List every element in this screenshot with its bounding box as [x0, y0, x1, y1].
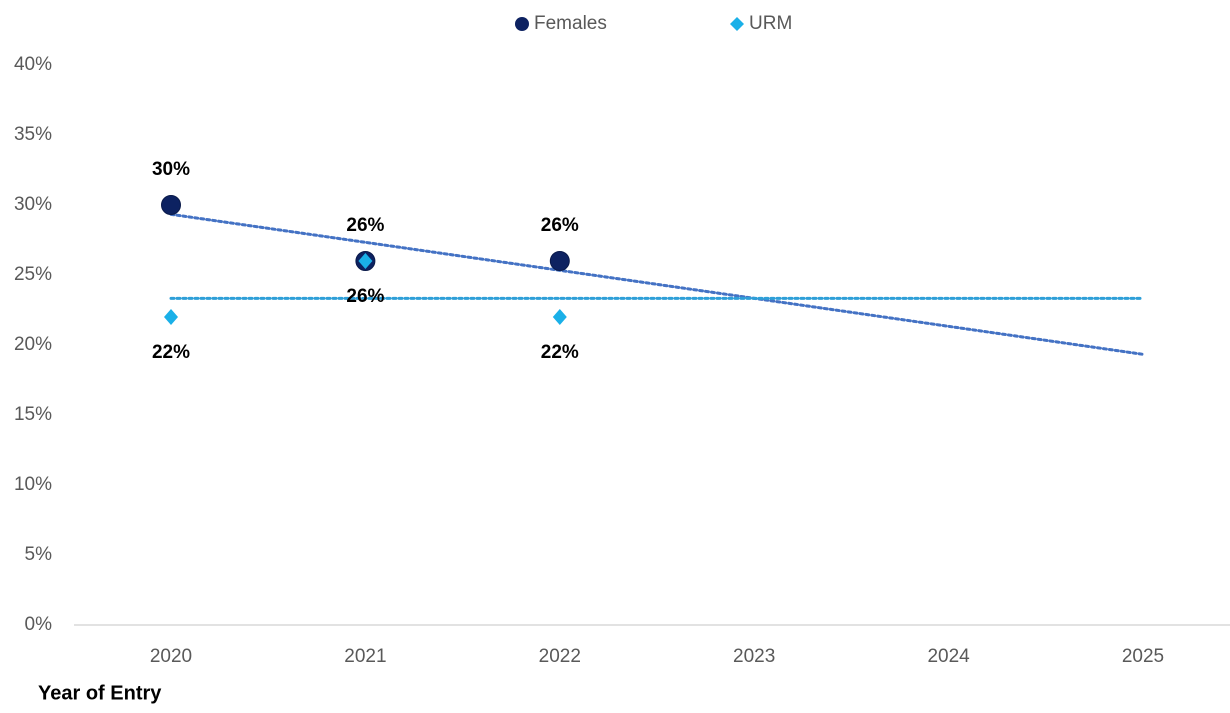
legend-label: Females — [534, 13, 607, 34]
legend-marker — [730, 17, 744, 31]
legend-label: URM — [749, 13, 792, 34]
x-axis-title: Year of Entry — [38, 682, 162, 704]
point — [164, 309, 178, 325]
x-tick-label: 2021 — [344, 646, 386, 667]
x-tick-label: 2023 — [733, 646, 775, 667]
legend-marker — [515, 17, 529, 31]
y-tick-label: 30% — [14, 194, 52, 215]
x-tick-label: 2020 — [150, 646, 192, 667]
data-label: 22% — [152, 342, 190, 363]
data-label: 22% — [541, 342, 579, 363]
y-tick-label: 35% — [14, 124, 52, 145]
x-tick-label: 2025 — [1122, 646, 1164, 667]
point — [552, 309, 567, 325]
data-label: 26% — [541, 215, 579, 236]
x-tick-label: 2024 — [927, 646, 970, 667]
y-tick-label: 15% — [14, 404, 52, 425]
y-tick-label: 5% — [25, 544, 53, 565]
y-tick-label: 40% — [14, 54, 52, 75]
y-tick-label: 10% — [14, 474, 52, 495]
y-tick-label: 20% — [14, 334, 52, 355]
trendline — [169, 212, 1145, 356]
data-label: 30% — [152, 159, 190, 180]
point — [358, 253, 373, 269]
data-label: 26% — [346, 286, 384, 307]
y-tick-label: 25% — [14, 264, 52, 285]
point — [549, 251, 570, 271]
data-label: 26% — [346, 215, 384, 236]
x-tick-label: 2022 — [539, 646, 581, 667]
y-tick-label: 0% — [25, 614, 53, 635]
point — [161, 195, 181, 215]
